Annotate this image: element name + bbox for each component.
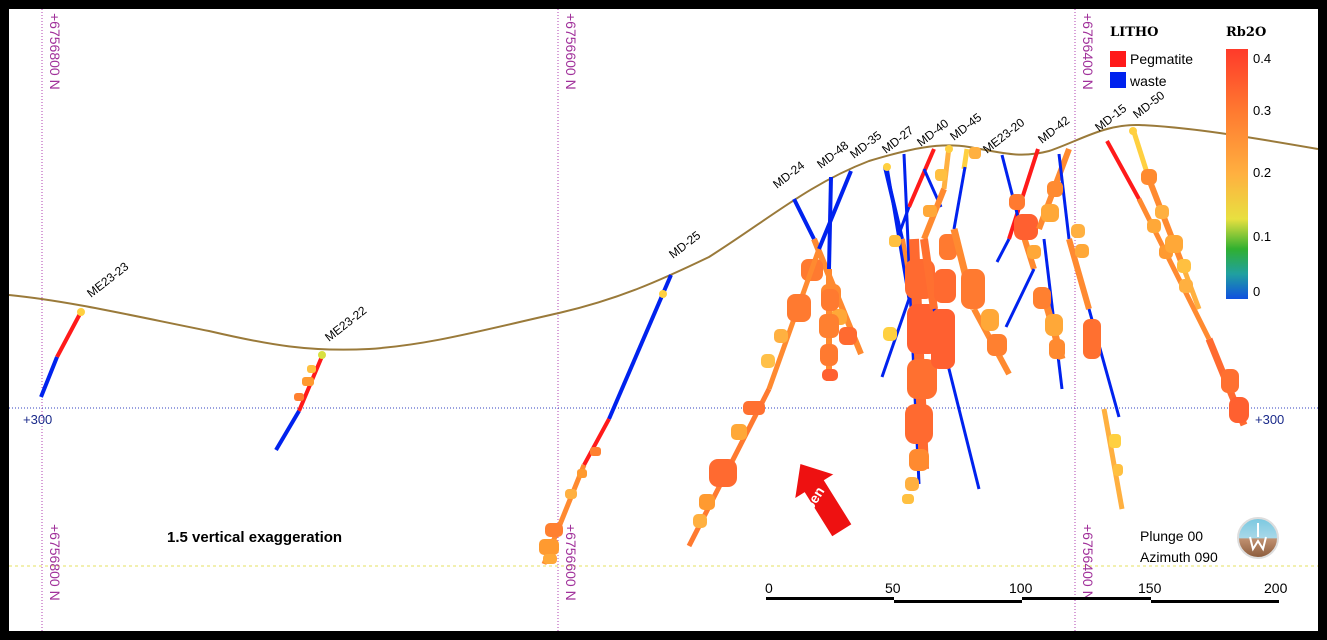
elevation-label-right: +300 — [1255, 412, 1284, 427]
scale-tick-0: 0 — [765, 580, 773, 596]
hole-label-md-15: MD-15 — [1092, 101, 1129, 134]
topography-line — [9, 123, 1318, 351]
rb2o-tick-0-3: 0.3 — [1253, 103, 1271, 118]
rb2o-tick-0-1: 0.1 — [1253, 229, 1271, 244]
exaggeration-note: 1.5 vertical exaggeration — [167, 529, 342, 546]
hole-label-me23-22: ME23-22 — [322, 303, 369, 344]
azimuth-label: Azimuth 090 — [1140, 549, 1218, 565]
litho-label-waste: waste — [1129, 73, 1167, 89]
northing-labels: +6756800 N +6756600 N +6756400 N +675680… — [47, 13, 1096, 601]
plunge-label: Plunge 00 — [1140, 528, 1203, 544]
hole-labels: ME23-23 ME23-22 MD-25 MD-24 MD-48 MD-35 … — [84, 88, 1167, 344]
drill-hole-cluster-east — [1033, 147, 1125, 510]
open-arrow — [793, 462, 854, 539]
section-viewport: +6756800 N +6756600 N +6756400 N +675680… — [9, 9, 1318, 631]
northing-label-bottom-2: +6756600 N — [563, 524, 579, 601]
drill-hole-md-35 — [686, 170, 853, 548]
scale-tick-150: 150 — [1138, 580, 1162, 596]
grid-lines — [9, 9, 1318, 631]
drill-hole-me23-23 — [39, 308, 85, 398]
cross-section-canvas: +6756800 N +6756600 N +6756400 N +675680… — [9, 9, 1318, 631]
compass-icon — [1237, 517, 1279, 559]
drill-hole-md-40 — [897, 148, 943, 504]
northing-label-top-1: +6756800 N — [47, 13, 63, 90]
litho-legend: LITHO Pegmatite waste — [1110, 25, 1193, 89]
drill-hole-md-25 — [539, 274, 673, 565]
drill-hole-me23-20 — [950, 147, 1012, 376]
drill-holes — [39, 127, 1249, 565]
northing-label-top-3: +6756400 N — [1080, 13, 1096, 90]
hole-label-md-25: MD-25 — [666, 228, 703, 261]
scale-tick-200: 200 — [1264, 580, 1288, 596]
scale-tick-100: 100 — [1009, 580, 1033, 596]
rb2o-tick-0-2: 0.2 — [1253, 165, 1271, 180]
hole-label-md-24: MD-24 — [770, 158, 807, 191]
litho-swatch-waste — [1110, 72, 1126, 88]
litho-swatch-pegmatite — [1110, 51, 1126, 67]
scale-tick-50: 50 — [885, 580, 901, 596]
northing-label-bottom-3: +6756400 N — [1080, 524, 1096, 601]
northing-label-bottom-1: +6756800 N — [47, 524, 63, 601]
rb2o-tick-0-4: 0.4 — [1253, 51, 1271, 66]
northing-label-top-2: +6756600 N — [563, 13, 579, 90]
drill-hole-md-42 — [995, 148, 1041, 328]
hole-label-md-45: MD-45 — [947, 110, 984, 143]
hole-label-md-42: MD-42 — [1035, 113, 1072, 146]
hole-label-md-27: MD-27 — [879, 123, 916, 156]
drill-hole-md-50 — [1129, 127, 1202, 310]
litho-legend-title: LITHO — [1110, 25, 1159, 40]
hole-label-md-50: MD-50 — [1130, 88, 1167, 121]
rb2o-tick-0: 0 — [1253, 284, 1260, 299]
rb2o-legend-title: Rb2O — [1226, 25, 1266, 40]
hole-label-me23-20: ME23-20 — [980, 115, 1027, 156]
hole-label-md-48: MD-48 — [814, 138, 851, 171]
elevation-label-left: +300 — [23, 412, 52, 427]
scale-bar: 0 50 100 150 200 — [765, 580, 1288, 603]
drill-hole-md-45 — [920, 145, 981, 490]
hole-label-me23-23: ME23-23 — [84, 259, 131, 300]
rb2o-color-ramp — [1226, 49, 1248, 299]
rb2o-legend: Rb2O 0.4 0.3 0.2 0.1 0 — [1226, 25, 1271, 299]
drill-hole-me23-22 — [274, 351, 326, 452]
litho-label-pegmatite: Pegmatite — [1130, 51, 1193, 67]
hole-label-md-40: MD-40 — [914, 116, 951, 149]
